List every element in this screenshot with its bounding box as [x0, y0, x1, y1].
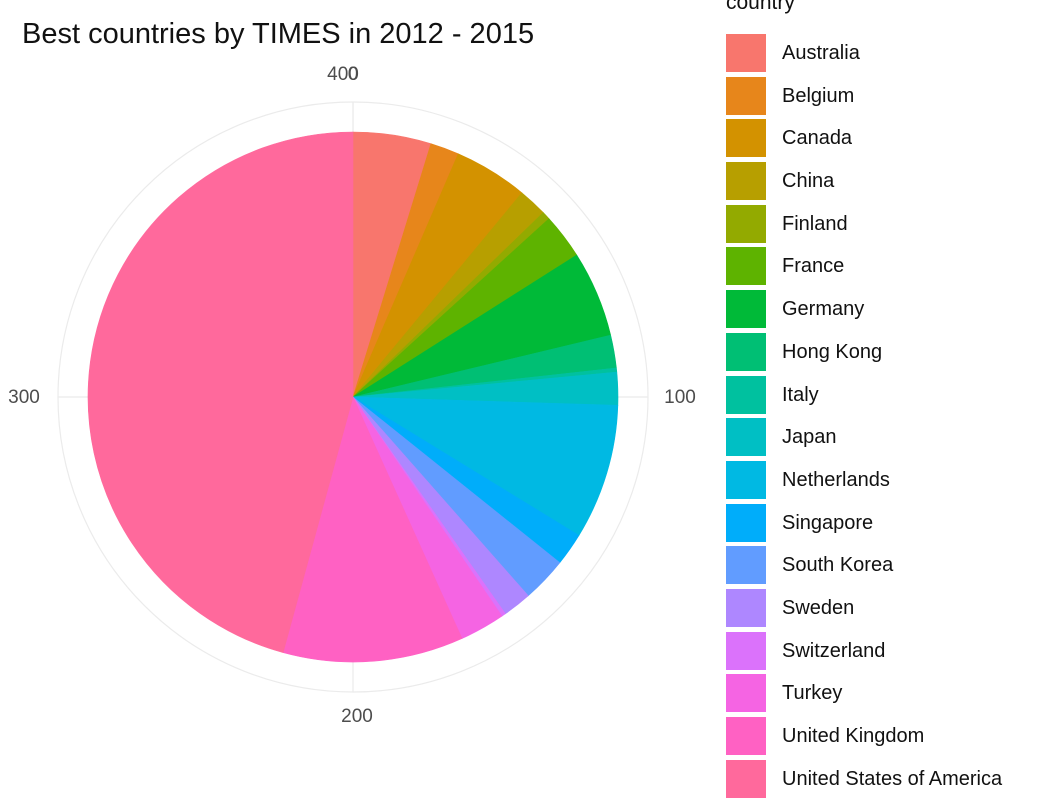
theta-tick-400: 400	[327, 64, 359, 85]
chart-title: Best countries by TIMES in 2012 - 2015	[22, 18, 535, 50]
legend-swatch	[726, 290, 766, 329]
legend-label: United Kingdom	[782, 725, 925, 747]
legend-label: Germany	[782, 298, 865, 321]
legend-label: Hong Kong	[782, 340, 883, 363]
legend-swatch	[726, 375, 766, 414]
legend-title: country	[726, 0, 795, 14]
legend-swatch	[726, 460, 766, 499]
theta-tick-300: 300	[8, 387, 40, 408]
legend-swatch	[726, 332, 766, 371]
legend-swatch	[726, 247, 766, 286]
legend-swatch	[726, 34, 766, 72]
legend-label: Switzerland	[782, 639, 886, 662]
legend-label: Singapore	[782, 511, 874, 534]
legend-label: Netherlands	[782, 468, 890, 491]
pie-chart: 0 100 200 300 400	[8, 64, 696, 727]
legend-label: Australia	[782, 42, 860, 64]
legend-label: France	[782, 255, 845, 278]
legend-swatch	[726, 503, 766, 542]
legend-swatch	[726, 162, 766, 201]
legend-swatch	[726, 674, 766, 713]
theta-tick-0: 0	[348, 64, 359, 85]
legend-swatch	[726, 204, 766, 243]
theta-tick-200: 200	[341, 706, 373, 727]
legend-swatch	[726, 588, 766, 627]
legend-label: South Korea	[782, 554, 894, 577]
legend-label: Finland	[782, 212, 848, 235]
slice-netherlands	[351, 396, 619, 536]
legend-swatch	[726, 717, 766, 755]
legend-swatch	[726, 759, 766, 798]
legend-label: Sweden	[782, 596, 855, 619]
legend-label: Belgium	[782, 84, 855, 107]
slice-united-states-of-america	[87, 131, 354, 653]
legend-label: Turkey	[782, 682, 843, 705]
legend-label: Italy	[782, 383, 819, 406]
theta-tick-100: 100	[664, 387, 696, 408]
legend-label: United States of America	[782, 767, 1003, 790]
legend-label: Canada	[782, 127, 853, 150]
theta-tick-labels: 0 100 200 300 400	[8, 64, 696, 727]
legend-swatch	[726, 76, 766, 115]
slice-united-kingdom	[282, 396, 463, 663]
pie-slices	[87, 131, 619, 663]
legend-swatch	[726, 546, 766, 585]
legend-swatch	[726, 631, 766, 670]
legend-label: China	[782, 170, 835, 193]
legend-label: Japan	[782, 426, 837, 449]
legend-swatch	[726, 119, 766, 158]
legend-swatch	[726, 418, 766, 457]
